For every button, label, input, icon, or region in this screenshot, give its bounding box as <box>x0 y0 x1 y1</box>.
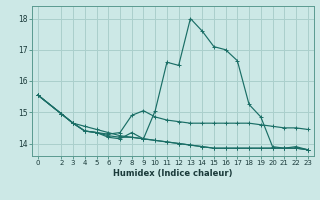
X-axis label: Humidex (Indice chaleur): Humidex (Indice chaleur) <box>113 169 233 178</box>
